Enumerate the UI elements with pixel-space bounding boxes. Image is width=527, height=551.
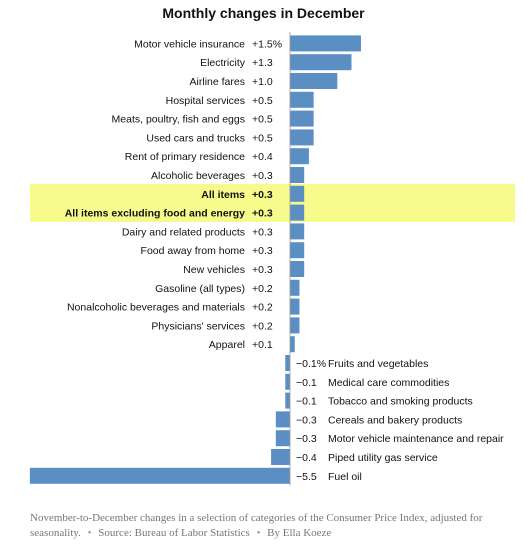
data-label: +0.5 (252, 114, 273, 126)
data-label: +1.3 (252, 57, 273, 69)
bar (290, 279, 300, 296)
data-label: −0.1% (296, 358, 326, 370)
caption-separator: • (87, 527, 92, 539)
caption-source: Source: Bureau of Labor Statistics (98, 527, 250, 539)
bar (290, 91, 314, 108)
bar (290, 185, 305, 202)
bar (275, 430, 290, 447)
bar (290, 167, 305, 183)
bar (290, 223, 305, 240)
bar (285, 392, 290, 409)
bar (290, 35, 361, 52)
data-label: +1.5% (252, 38, 282, 50)
category-label: Fruits and vegetables (328, 358, 428, 370)
data-label: +0.2 (252, 302, 273, 314)
data-label: −0.1 (296, 377, 317, 389)
bar (29, 467, 290, 484)
data-label: +0.3 (252, 189, 273, 201)
bar (275, 411, 290, 428)
category-label: Dairy and related products (122, 226, 245, 238)
category-label: Gasoline (all types) (155, 283, 245, 295)
highlight-band (30, 202, 515, 222)
caption-separator: • (256, 527, 261, 539)
category-label: All items excluding food and energy (65, 208, 245, 220)
bar (290, 242, 305, 259)
data-label: +0.3 (252, 170, 273, 182)
caption-text: November-to-December changes in a select… (30, 512, 483, 539)
bar (290, 148, 309, 165)
category-label: All items (201, 189, 245, 201)
data-label: +1.0 (252, 76, 273, 88)
bar (290, 298, 300, 315)
bar (271, 449, 290, 465)
category-label: Medical care commodities (328, 377, 449, 389)
category-label: Nonalcoholic beverages and materials (67, 302, 245, 314)
category-label: Used cars and trucks (146, 132, 245, 144)
bar (290, 129, 314, 146)
category-label: Airline fares (190, 76, 245, 88)
category-label: Motor vehicle insurance (134, 38, 245, 50)
data-label: −0.3 (296, 433, 317, 445)
category-label: Food away from home (141, 245, 246, 257)
category-label: Electricity (200, 57, 246, 69)
category-label: Physicians' services (151, 320, 245, 332)
category-label: Fuel oil (328, 471, 362, 483)
data-label: +0.5 (252, 95, 273, 107)
category-label: Cereals and bakery products (328, 414, 462, 426)
category-label: Hospital services (166, 95, 245, 107)
chart-title: Monthly changes in December (162, 5, 365, 21)
chart-caption: November-to-December changes in a select… (30, 511, 510, 541)
highlight-band (30, 183, 515, 204)
data-label: −0.4 (296, 452, 317, 464)
data-label: +0.3 (252, 264, 273, 276)
category-label: Tobacco and smoking products (328, 396, 473, 408)
bar (290, 336, 295, 353)
bar (285, 373, 290, 390)
data-label: +0.3 (252, 226, 273, 238)
category-label: Meats, poultry, fish and eggs (112, 114, 245, 126)
bar (290, 73, 338, 89)
category-label: New vehicles (183, 264, 245, 276)
bar (290, 317, 300, 334)
bar (285, 355, 290, 371)
bar (290, 261, 305, 277)
data-label: +0.3 (252, 208, 273, 220)
data-label: −0.3 (296, 414, 317, 426)
data-label: +0.4 (252, 151, 273, 163)
caption-byline: By Ella Koeze (267, 527, 332, 539)
data-label: +0.5 (252, 132, 273, 144)
category-label: Alcoholic beverages (151, 170, 245, 182)
category-label: Apparel (209, 339, 245, 351)
bar (290, 110, 314, 127)
data-label: +0.2 (252, 283, 273, 295)
category-label: Motor vehicle maintenance and repair (328, 433, 504, 445)
category-label: Rent of primary residence (125, 151, 245, 163)
data-label: +0.2 (252, 320, 273, 332)
data-label: +0.3 (252, 245, 273, 257)
bar (290, 54, 352, 71)
data-label: −5.5 (296, 471, 317, 483)
data-label: +0.1 (252, 339, 273, 351)
bar (290, 204, 305, 221)
data-label: −0.1 (296, 396, 317, 408)
category-label: Piped utility gas service (328, 452, 438, 464)
